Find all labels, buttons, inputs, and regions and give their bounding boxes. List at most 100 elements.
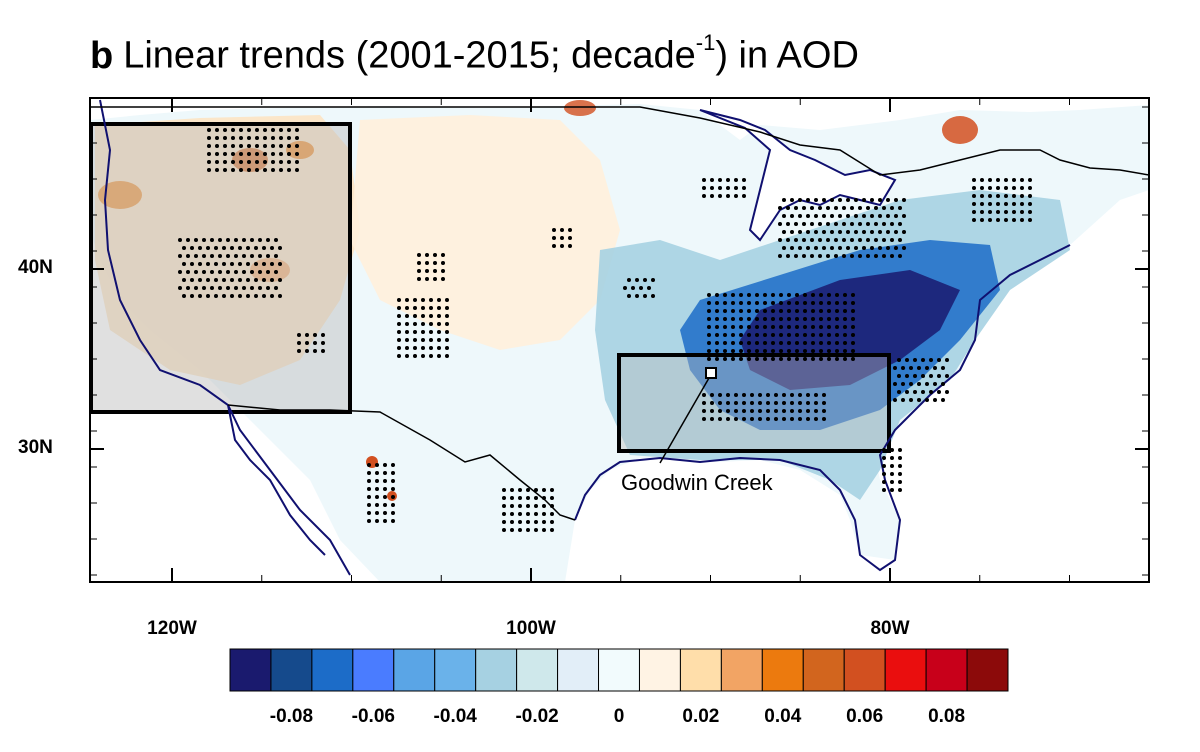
stipple-dot	[247, 128, 251, 132]
stipple-dot	[878, 230, 882, 234]
stipple-dot	[383, 503, 387, 507]
stipple-dot	[223, 144, 227, 148]
stipple-dot	[894, 198, 898, 202]
stipple-dot	[798, 409, 802, 413]
stipple-dot	[996, 202, 1000, 206]
stipple-dot	[843, 357, 847, 361]
stipple-dot	[383, 463, 387, 467]
stipple-dot	[534, 512, 538, 516]
stipple-dot	[623, 286, 627, 290]
stipple-dot	[550, 520, 554, 524]
stipple-dot	[905, 358, 909, 362]
stipple-dot	[862, 230, 866, 234]
colorbar-swatch	[352, 648, 395, 692]
stipple-dot	[941, 382, 945, 386]
stipple-dot	[206, 294, 210, 298]
stipple-dot	[851, 301, 855, 305]
stipple-dot	[246, 294, 250, 298]
stipple-dot	[635, 294, 639, 298]
stipple-dot	[270, 262, 274, 266]
stipple-dot	[755, 325, 759, 329]
stipple-dot	[1028, 218, 1032, 222]
stipple-dot	[247, 168, 251, 172]
colorbar-swatch	[761, 648, 804, 692]
stipple-dot	[397, 338, 401, 342]
stipple-dot	[739, 341, 743, 345]
colorbar-swatch	[638, 648, 681, 692]
stipple-dot	[391, 463, 395, 467]
stipple-dot	[1004, 186, 1008, 190]
stipple-dot	[779, 293, 783, 297]
stipple-dot	[313, 333, 317, 337]
stipple-dot	[271, 128, 275, 132]
stipple-dot	[835, 317, 839, 321]
stipple-dot	[397, 346, 401, 350]
stipple-dot	[707, 341, 711, 345]
stipple-dot	[898, 464, 902, 468]
stipple-dot	[810, 222, 814, 226]
stipple-dot	[811, 349, 815, 353]
stipple-dot	[271, 168, 275, 172]
stipple-dot	[178, 286, 182, 290]
stipple-dot	[552, 228, 556, 232]
stipple-dot	[186, 270, 190, 274]
stipple-dot	[255, 160, 259, 164]
stipple-dot	[210, 270, 214, 274]
stipple-dot	[771, 293, 775, 297]
stipple-dot	[734, 194, 738, 198]
stipple-dot	[1020, 202, 1024, 206]
baja-coastline	[227, 404, 326, 556]
stipple-dot	[851, 325, 855, 329]
stipple-dot	[207, 144, 211, 148]
stipple-dot	[755, 341, 759, 345]
stipple-dot	[897, 358, 901, 362]
stipple-dot	[763, 293, 767, 297]
stipple-dot	[827, 293, 831, 297]
stipple-dot	[445, 298, 449, 302]
stipple-dot	[718, 186, 722, 190]
stipple-dot	[215, 152, 219, 156]
western-region-box	[90, 122, 352, 414]
stipple-dot	[886, 246, 890, 250]
latitude-ticks	[90, 106, 1149, 576]
stipple-dot	[710, 401, 714, 405]
stipple-dot	[851, 341, 855, 345]
colorbar-tick-label: 0.04	[764, 706, 802, 727]
stipple-dot	[882, 488, 886, 492]
stipple-dot	[279, 128, 283, 132]
stipple-dot	[425, 269, 429, 273]
stipple-dot	[206, 246, 210, 250]
stipple-dot	[890, 488, 894, 492]
stipple-dot	[287, 160, 291, 164]
stipple-dot	[814, 401, 818, 405]
stipple-dot	[397, 330, 401, 334]
stipple-dot	[278, 278, 282, 282]
stipple-dot	[550, 504, 554, 508]
stipple-dot	[726, 401, 730, 405]
stipple-dot	[851, 309, 855, 313]
stipple-dot	[988, 218, 992, 222]
stipple-dot	[255, 128, 259, 132]
stipple-dot	[421, 330, 425, 334]
stipple-dot	[925, 398, 929, 402]
stipple-dot	[437, 354, 441, 358]
stipple-dot	[526, 520, 530, 524]
stipple-dot	[707, 301, 711, 305]
stipple-dot	[518, 496, 522, 500]
stipple-dot	[846, 230, 850, 234]
stipple-dot	[980, 218, 984, 222]
stipple-dot	[413, 298, 417, 302]
stipple-dot	[321, 333, 325, 337]
stipple-dot	[215, 128, 219, 132]
stipple-dot	[510, 496, 514, 500]
stipple-dot	[747, 349, 751, 353]
stipple-dot	[838, 198, 842, 202]
stipple-dot	[758, 401, 762, 405]
stipple-dot	[806, 393, 810, 397]
stipple-dot	[750, 401, 754, 405]
stipple-dot	[1012, 202, 1016, 206]
stipple-dot	[803, 309, 807, 313]
stipple-dot	[822, 401, 826, 405]
stipple-dot	[222, 278, 226, 282]
stipple-dot	[787, 301, 791, 305]
